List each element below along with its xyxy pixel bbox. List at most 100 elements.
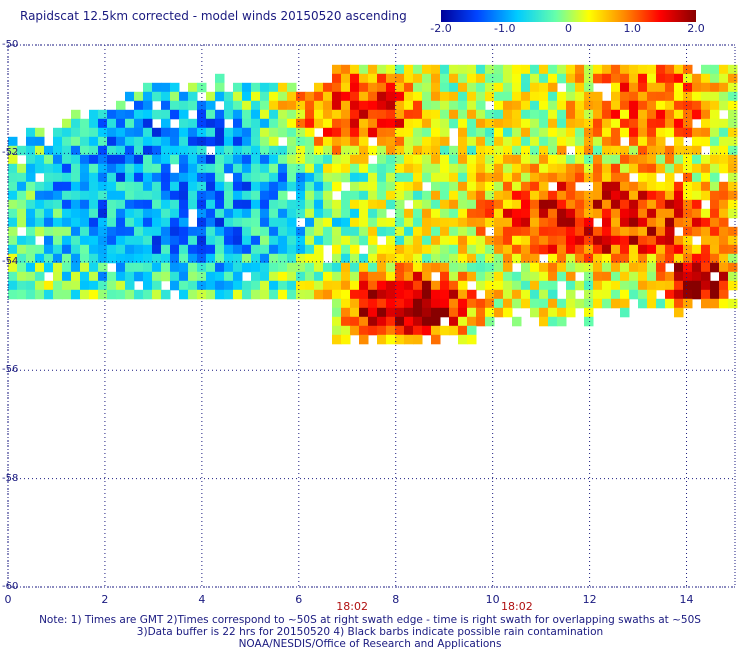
data-cell xyxy=(566,100,576,111)
data-cell xyxy=(395,118,405,129)
data-cell xyxy=(593,73,603,84)
data-cell xyxy=(647,100,657,111)
data-cell xyxy=(341,100,351,111)
data-cell xyxy=(719,136,729,147)
data-cell xyxy=(512,109,522,120)
colorbar xyxy=(441,10,696,22)
data-cell xyxy=(422,316,432,327)
data-cell xyxy=(242,154,252,165)
data-cell xyxy=(728,226,738,237)
data-cell xyxy=(233,208,243,219)
data-cell xyxy=(143,91,153,102)
data-cell xyxy=(620,172,630,183)
colorbar-tick-label: 0 xyxy=(565,22,572,35)
data-cell xyxy=(521,73,531,84)
data-cell xyxy=(701,64,711,75)
data-cell xyxy=(116,136,126,147)
data-cell xyxy=(143,172,153,183)
data-cell xyxy=(602,253,612,264)
data-cell xyxy=(521,235,531,246)
data-cell xyxy=(107,199,117,210)
data-cell xyxy=(602,262,612,273)
data-cell xyxy=(485,253,495,264)
data-cell xyxy=(134,271,144,282)
data-cell xyxy=(647,154,657,165)
data-cell xyxy=(377,199,387,210)
data-cell xyxy=(620,154,630,165)
data-cell xyxy=(584,298,594,309)
data-cell xyxy=(188,100,198,111)
data-cell xyxy=(710,235,720,246)
data-cell xyxy=(341,127,351,138)
data-cell xyxy=(323,280,333,291)
data-cell xyxy=(323,217,333,228)
data-cell xyxy=(125,172,135,183)
data-cell xyxy=(359,127,369,138)
data-cell xyxy=(683,172,693,183)
data-cell xyxy=(395,190,405,201)
data-cell xyxy=(35,253,45,264)
data-cell xyxy=(53,280,63,291)
data-cell xyxy=(539,244,549,255)
data-cell xyxy=(80,262,90,273)
data-cell xyxy=(539,298,549,309)
data-cell xyxy=(548,73,558,84)
data-cell xyxy=(179,181,189,192)
data-cell xyxy=(575,154,585,165)
data-cell xyxy=(350,325,360,336)
data-cell xyxy=(161,190,171,201)
data-cell xyxy=(305,145,315,156)
data-cell xyxy=(593,145,603,156)
data-cell xyxy=(305,154,315,165)
data-cell xyxy=(287,208,297,219)
data-cell xyxy=(584,226,594,237)
data-cell xyxy=(710,82,720,93)
data-cell xyxy=(98,289,108,300)
data-cell xyxy=(125,208,135,219)
data-cell xyxy=(251,235,261,246)
data-cell xyxy=(53,136,63,147)
data-cell xyxy=(224,154,234,165)
data-cell xyxy=(449,217,459,228)
data-cell xyxy=(431,190,441,201)
data-cell xyxy=(719,253,729,264)
data-cell xyxy=(215,271,225,282)
data-cell xyxy=(161,244,171,255)
data-cell xyxy=(224,217,234,228)
data-cell xyxy=(440,91,450,102)
data-cell xyxy=(305,100,315,111)
data-cell xyxy=(368,190,378,201)
data-cell xyxy=(287,118,297,129)
data-cell xyxy=(476,181,486,192)
data-cell xyxy=(359,199,369,210)
data-cell xyxy=(683,235,693,246)
data-cell xyxy=(386,235,396,246)
data-cell xyxy=(584,190,594,201)
data-cell xyxy=(440,253,450,264)
data-cell xyxy=(224,190,234,201)
data-cell xyxy=(701,181,711,192)
data-cell xyxy=(611,154,621,165)
data-cell xyxy=(494,217,504,228)
data-cell xyxy=(179,145,189,156)
data-cell xyxy=(278,244,288,255)
data-cell xyxy=(386,136,396,147)
data-cell xyxy=(602,217,612,228)
data-cell xyxy=(548,163,558,174)
data-cell xyxy=(125,190,135,201)
data-cell xyxy=(413,91,423,102)
data-cell xyxy=(512,136,522,147)
data-cell xyxy=(224,181,234,192)
data-cell xyxy=(458,109,468,120)
data-cell xyxy=(278,172,288,183)
data-cell xyxy=(152,226,162,237)
data-cell xyxy=(521,118,531,129)
data-cell xyxy=(350,199,360,210)
data-cell xyxy=(530,73,540,84)
data-cell xyxy=(476,235,486,246)
data-cell xyxy=(17,217,27,228)
data-cell xyxy=(476,262,486,273)
data-cell xyxy=(404,91,414,102)
data-cell xyxy=(638,136,648,147)
data-cell xyxy=(89,118,99,129)
